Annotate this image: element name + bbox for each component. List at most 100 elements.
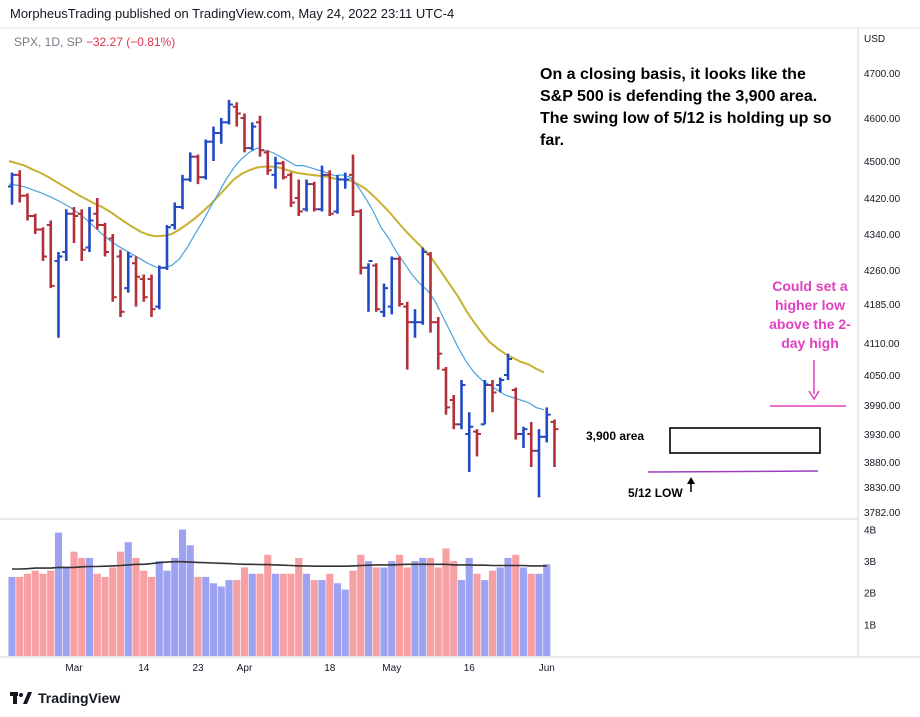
volume-bar bbox=[78, 557, 86, 656]
ohlc-bar bbox=[372, 263, 381, 312]
volume-bar bbox=[403, 567, 411, 656]
volume-bar bbox=[248, 573, 256, 656]
ohlc-bar bbox=[480, 380, 489, 426]
volume-bar bbox=[85, 557, 94, 656]
volume-bar bbox=[465, 557, 473, 656]
ohlc-bar bbox=[263, 150, 272, 175]
ohlc-bar bbox=[93, 198, 102, 230]
volume-bar bbox=[70, 551, 78, 656]
volume-bar bbox=[194, 576, 202, 656]
volume-tick-label: 2B bbox=[864, 589, 877, 600]
fast-ma-line bbox=[8, 147, 544, 411]
ohlc-bar bbox=[170, 202, 179, 230]
volume-bar bbox=[47, 570, 55, 656]
volume-bar bbox=[543, 564, 551, 656]
volume-bar bbox=[163, 570, 171, 656]
ohlc-bar bbox=[8, 172, 16, 205]
tradingview-brand[interactable]: TradingView bbox=[10, 690, 120, 706]
volume-bar bbox=[178, 529, 187, 656]
ohlc-bar bbox=[310, 181, 319, 212]
volume-bar bbox=[217, 586, 225, 656]
ohlc-bar bbox=[318, 165, 326, 212]
volume-bar bbox=[295, 557, 303, 656]
volume-bar bbox=[488, 570, 497, 656]
ohlc-bar bbox=[418, 247, 427, 325]
volume-bar bbox=[372, 567, 380, 656]
volume-bar bbox=[186, 545, 194, 656]
ohlc-bar bbox=[542, 407, 551, 443]
volume-bar bbox=[140, 570, 148, 656]
price-tick-label: 3830.00 bbox=[864, 483, 901, 494]
volume-bar bbox=[256, 573, 264, 656]
price-tick-label: 4185.00 bbox=[864, 300, 901, 311]
volume-bar bbox=[388, 561, 396, 656]
pink-arrow-icon bbox=[808, 390, 820, 401]
ohlc-bar bbox=[496, 377, 505, 393]
ohlc-bar bbox=[550, 419, 559, 467]
ohlc-bar bbox=[225, 100, 233, 125]
ohlc-bar bbox=[23, 193, 32, 221]
volume-bar bbox=[302, 573, 311, 656]
ohlc-bar bbox=[248, 122, 257, 151]
volume-bar bbox=[341, 589, 349, 656]
volume-bar bbox=[364, 561, 373, 656]
ohlc-bar bbox=[426, 252, 435, 333]
ohlc-bar bbox=[147, 274, 156, 317]
ohlc-bar bbox=[449, 395, 458, 430]
volume-bar bbox=[357, 554, 365, 656]
ohlc-bar bbox=[364, 260, 373, 312]
price-tick-label: 4700.00 bbox=[864, 69, 901, 80]
volume-bar bbox=[225, 580, 233, 656]
symbol-info: SPX, 1D, SP −32.27 (−0.81%) bbox=[14, 35, 175, 49]
volume-bar bbox=[395, 554, 404, 656]
volume-tick-label: 1B bbox=[864, 620, 877, 631]
ohlc-bar bbox=[15, 170, 24, 203]
brand-name: TradingView bbox=[38, 690, 121, 706]
price-tick-label: 4420.00 bbox=[864, 194, 901, 205]
volume-bar bbox=[155, 561, 163, 656]
volume-bar bbox=[54, 532, 63, 656]
ohlc-bar bbox=[488, 380, 497, 413]
currency-label: USD bbox=[864, 34, 885, 45]
volume-bar bbox=[380, 567, 388, 656]
time-tick-label: Apr bbox=[237, 663, 253, 674]
ohlc-bar bbox=[116, 249, 125, 317]
volume-bar bbox=[116, 551, 125, 656]
price-tick-label: 4110.00 bbox=[864, 339, 900, 350]
ohlc-bar bbox=[411, 309, 419, 338]
ohlc-bar bbox=[209, 126, 218, 161]
volume-bar bbox=[326, 573, 334, 656]
volume-bar bbox=[109, 567, 117, 656]
volume-bar bbox=[434, 567, 442, 656]
volume-tick-label: 4B bbox=[864, 525, 877, 536]
volume-bar bbox=[147, 576, 156, 656]
ohlc-bar bbox=[465, 412, 474, 472]
volume-bar bbox=[202, 576, 210, 656]
price-tick-label: 3782.00 bbox=[864, 508, 901, 519]
volume-bar bbox=[333, 583, 342, 656]
ohlc-bar bbox=[256, 115, 264, 157]
volume-bar bbox=[287, 573, 295, 656]
time-tick-label: 18 bbox=[324, 663, 336, 674]
ohlc-bar bbox=[70, 207, 78, 243]
volume-bar bbox=[512, 554, 520, 656]
publisher-header: MorpheusTrading published on TradingView… bbox=[10, 6, 455, 21]
low-arrow-icon bbox=[687, 477, 695, 484]
price-tick-label: 3990.00 bbox=[864, 401, 901, 412]
ohlc-bar bbox=[271, 156, 280, 189]
ohlc-bar bbox=[39, 227, 47, 261]
volume-bar bbox=[132, 557, 140, 656]
ohlc-bar bbox=[519, 426, 528, 448]
ohlc-bar bbox=[403, 301, 412, 370]
volume-bar bbox=[442, 548, 450, 656]
time-tick-label: May bbox=[382, 663, 401, 674]
volume-bar bbox=[411, 561, 419, 656]
ohlc-bar bbox=[333, 174, 342, 214]
symbol-name: SPX, 1D, SP bbox=[14, 35, 83, 49]
ohlc-bar bbox=[132, 256, 140, 307]
price-change: −32.27 (−0.81%) bbox=[85, 35, 176, 49]
time-tick-label: 23 bbox=[192, 663, 204, 674]
time-tick-label: 14 bbox=[138, 663, 150, 674]
ohlc-bar bbox=[163, 225, 171, 270]
